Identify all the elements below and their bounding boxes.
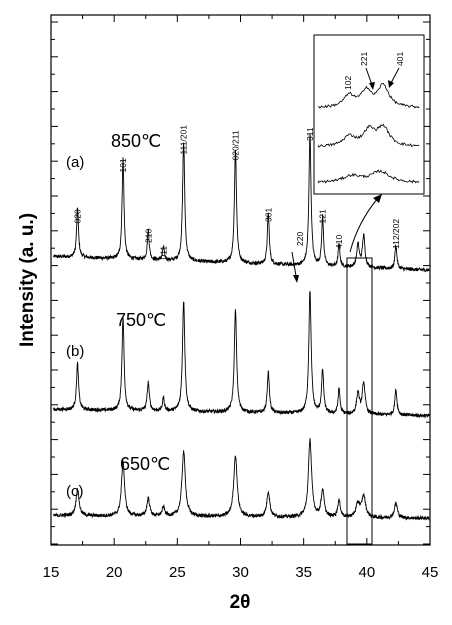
- x-tick-label: 45: [422, 564, 439, 581]
- peak-label: 020: [73, 209, 83, 223]
- peak-220-arrow-head: [293, 275, 299, 283]
- x-tick-label: 20: [106, 564, 123, 581]
- inset-arrow-221-head: [369, 82, 375, 90]
- zoom-arrow: [349, 197, 379, 253]
- x-tick-label: 40: [358, 564, 375, 581]
- inset-label-102: 102: [343, 76, 353, 90]
- x-tick-label: 30: [232, 564, 249, 581]
- zoom-arrow-head: [373, 194, 382, 203]
- curve-label-a: (a): [66, 154, 84, 171]
- axis-ticks: [50, 15, 431, 545]
- peak-label: 112/202: [391, 219, 401, 249]
- x-axis-title: 2θ: [230, 592, 251, 613]
- peak-label: 111/201: [179, 125, 189, 155]
- peak-labels: 020 101 210 011 111/201 020/211 301 220 311 121 41…: [73, 125, 401, 260]
- inset-curve-a: [317, 82, 420, 109]
- xrd-curve-a: [53, 133, 430, 273]
- inset-curve-b: [317, 123, 420, 148]
- xrd-curve-c: [53, 438, 430, 521]
- peak-label: 121: [318, 209, 328, 223]
- peak-220-arrow: [291, 251, 297, 277]
- inset-curve-c: [317, 169, 420, 184]
- peak-label: 311: [305, 127, 315, 141]
- peak-label: 220: [295, 232, 305, 246]
- x-tick-label: 25: [169, 564, 186, 581]
- peak-label: 410: [334, 235, 344, 249]
- peak-label: 210: [143, 229, 153, 243]
- x-tick-labels: 15 20 25 30 35 40 45: [43, 564, 439, 581]
- inset-label-401: 401: [395, 52, 405, 66]
- temperature-label-750: 750℃: [116, 310, 166, 330]
- temperature-label-850: 850℃: [111, 131, 161, 151]
- inset-frame: [313, 34, 425, 195]
- peak-label: 020/211: [230, 130, 240, 160]
- y-axis-title: Intensity (a. u.): [17, 213, 38, 347]
- inset-arrow-401-head: [388, 80, 394, 88]
- zoom-region-box: [346, 257, 373, 545]
- x-tick-label: 15: [43, 564, 60, 581]
- inset-curves: [317, 82, 420, 184]
- inset-panel: 102 221 401: [313, 34, 425, 195]
- xrd-curves: [53, 133, 430, 521]
- curve-label-c: (c): [66, 483, 84, 500]
- peak-label: 011: [158, 246, 168, 260]
- inset-arrow-401: [390, 67, 400, 84]
- x-tick-label: 35: [295, 564, 312, 581]
- peak-label: 301: [263, 208, 273, 222]
- inset-arrow-221: [365, 67, 373, 86]
- xrd-curve-b: [53, 291, 430, 419]
- temperature-label-650: 650℃: [120, 454, 170, 474]
- curve-label-b: (b): [66, 343, 84, 360]
- inset-label-221: 221: [359, 52, 369, 66]
- peak-label: 101: [118, 158, 128, 172]
